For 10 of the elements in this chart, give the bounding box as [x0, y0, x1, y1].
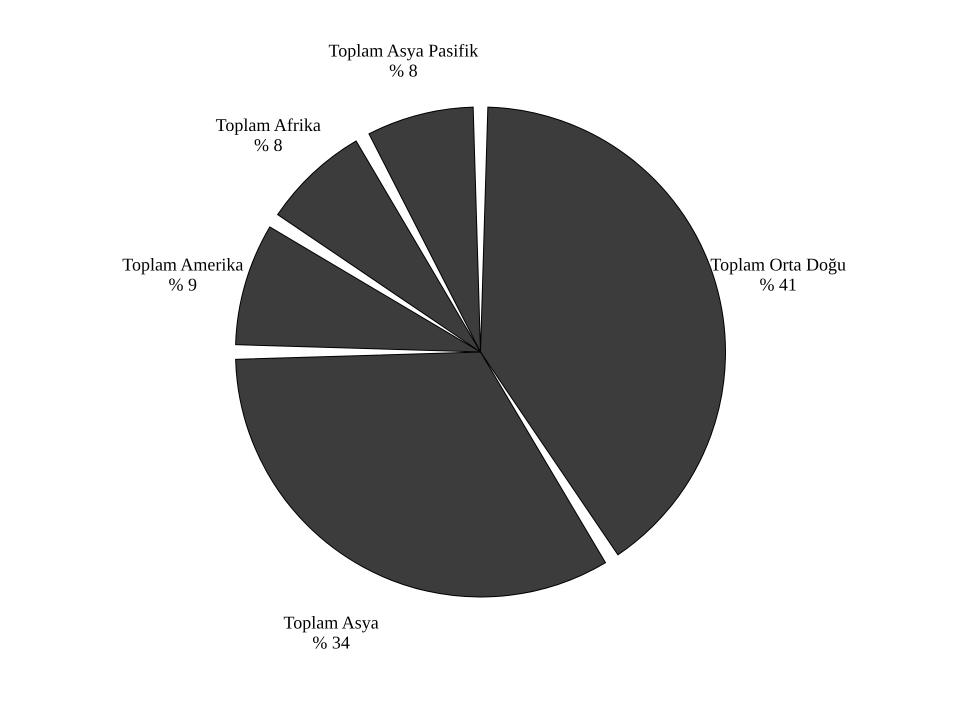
data-label: % 34	[312, 632, 350, 653]
slice-label: Toplam Asya Pasifik	[328, 40, 478, 61]
data-label: % 9	[168, 274, 198, 295]
data-label: % 41	[759, 274, 797, 295]
slice-label: Toplam Afrika	[216, 115, 321, 136]
data-label: % 8	[254, 135, 283, 156]
data-label: % 8	[389, 60, 418, 81]
slice-label: Toplam Orta Doğu	[710, 254, 846, 275]
slice-label: Toplam Amerika	[122, 254, 244, 275]
slice-label: Toplam Asya	[284, 612, 379, 633]
